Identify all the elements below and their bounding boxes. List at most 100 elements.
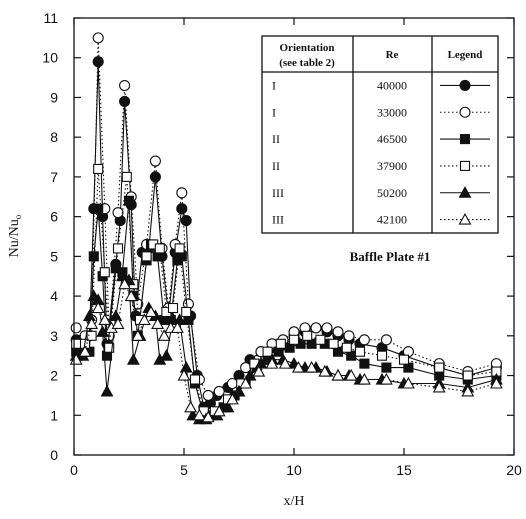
series-4-point-15 [159,349,173,361]
legend-table: Orientation (see table 2) Re Legend I 400… [261,35,499,234]
series-5-point-36 [489,376,503,389]
series-3-point-6 [112,243,124,254]
legend-header-re: Re [386,49,399,61]
series-1-point-11 [149,155,161,167]
series-3-point-12 [154,243,165,254]
series-5-point-25 [278,356,292,369]
series-5-point-18 [192,408,206,421]
legend-header-see-table: (see table 2) [279,57,335,69]
legend-row-2-orientation: II [272,132,280,146]
series-3-point-14 [167,302,179,314]
series-5-point-28 [318,364,332,377]
series-2-point-36 [381,362,392,373]
series-2-point-9 [123,195,135,206]
series-5 [69,277,503,423]
series-1-point-31 [358,334,370,346]
x-tick-label-1: 5 [180,462,188,478]
legend-frame [261,35,499,234]
series-5-point-15 [170,321,184,333]
y-tick-label-1: 1 [50,407,58,423]
y-tick-label-7: 7 [50,169,58,185]
y-axis-label-sub: o [13,214,23,219]
series-3-point-5 [104,342,115,353]
series-3-point-25 [288,334,300,345]
series-5-point-1 [78,345,92,357]
series-3-point-15 [174,243,185,254]
y-tick-label-8: 8 [50,129,58,145]
series-1-point-27 [310,322,322,334]
series-4-point-6 [100,384,114,397]
legend-row-5-orientation: III [272,213,284,227]
series-3-point-4 [99,267,110,278]
y-tick-label-2: 2 [50,368,58,384]
series-5-point-12 [151,317,165,329]
y-axis-label-main: Nu/Nu [7,219,22,257]
series-5-point-8 [124,289,138,302]
y-axis-label-group: Nu/Nuo [7,214,23,257]
y-tick-label-3: 3 [50,328,58,344]
series-1-point-20 [226,377,238,390]
series-5-point-2 [85,317,99,329]
series-0-point-19 [180,215,192,227]
legend-row-2-marker [459,134,471,145]
series-5-point-10 [137,313,151,325]
legend-row-5-marker [458,212,472,225]
series-3-point-34 [462,370,473,381]
series-3-point-24 [275,338,286,349]
series-3-point-16 [181,306,192,318]
series-3-point-30 [354,346,366,357]
series-5-point-31 [357,372,371,385]
x-tick-label-2: 10 [286,462,302,478]
series-2-point-35 [359,358,370,369]
x-axis-label: x/H [284,494,305,509]
series-3-point-28 [328,338,339,349]
series-5-point-6 [111,317,125,329]
series-2-point-4 [93,203,104,214]
series-1-point-15 [176,187,188,199]
series-5-point-13 [157,329,171,341]
series-3-point-31 [376,350,388,361]
series-4-point-24 [232,384,246,397]
legend-header-legend: Legend [448,49,483,61]
series-3-point-3 [93,163,104,175]
series-0-point-9 [119,95,131,107]
series-1-point-7 [119,79,131,92]
series-5-point-16 [177,368,191,381]
y-tick-label-10: 10 [42,50,58,66]
series-5-point-23 [252,364,266,377]
series-5-point-17 [184,400,198,413]
series-3-point-29 [341,342,352,353]
series-3-point-0 [71,338,82,349]
y-tick-label-6: 6 [50,209,58,225]
series-5-point-27 [305,360,319,373]
series-3-point-10 [141,251,152,262]
series-3-point-17 [189,374,201,385]
series-1-point-6 [112,207,124,219]
series-5-point-21 [225,392,239,405]
y-tick-label-11: 11 [43,10,58,26]
legend-row-4-marker [458,186,472,198]
legend-row-0-marker [459,79,471,91]
series-4-point-17 [173,313,187,325]
axes-layer: 0 5 10 15 20 0 1 2 3 4 5 6 7 8 9 10 11 [42,10,522,478]
legend-header-orientation: Orientation [280,42,335,54]
series-5-point-9 [131,329,145,341]
series-3-point-27 [315,334,326,345]
legend-rows: I 40000 I 33000 II 46500 II 37900 III 50200 III 421… [272,78,490,227]
series-1-point-18 [202,389,214,401]
series-4-point-7 [109,309,123,322]
series-3-point-33 [434,362,445,373]
series-3-point-7 [121,171,132,182]
legend-row-3-marker [459,160,471,171]
series-5-point-11 [144,305,158,318]
series-1-point-28 [321,322,333,334]
series-0-point-4 [92,56,104,68]
baffle-plate-annotation: Baffle Plate #1 [350,249,431,264]
series-5-point-20 [212,404,226,417]
legend-row-5-re: 42100 [377,213,407,227]
y-tick-label-5: 5 [50,248,58,264]
series-5-point-3 [91,301,105,314]
series-5-point-30 [344,368,358,381]
series-5-point-33 [401,376,415,389]
series-4-point-2 [82,309,96,322]
